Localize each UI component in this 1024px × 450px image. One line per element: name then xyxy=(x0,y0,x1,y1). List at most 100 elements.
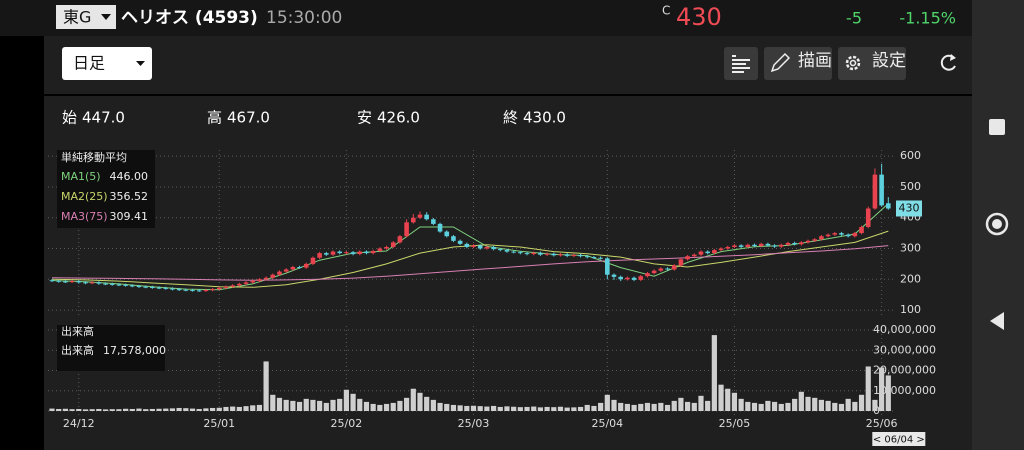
candle-body xyxy=(324,253,329,255)
volume-bar xyxy=(537,407,544,411)
nav-home[interactable] xyxy=(985,212,1009,236)
volume-bar xyxy=(490,405,497,411)
refresh-button[interactable] xyxy=(940,54,956,71)
period-select[interactable]: 日足 xyxy=(62,47,152,80)
candle-body xyxy=(778,244,784,247)
volume-bar xyxy=(457,405,463,411)
volume-bar xyxy=(116,409,122,411)
candle-body xyxy=(364,251,369,254)
volume-bar xyxy=(223,406,229,411)
candle-body xyxy=(558,254,563,256)
candle-body xyxy=(651,270,657,274)
candle-body xyxy=(752,244,757,247)
candle-body xyxy=(283,269,289,272)
candle-body xyxy=(598,257,603,259)
candle-body xyxy=(49,280,55,282)
candle-body xyxy=(785,242,791,245)
chart-panel xyxy=(44,36,972,450)
candle-body xyxy=(518,252,523,254)
candle-body xyxy=(845,234,851,237)
volume-bar xyxy=(143,409,149,411)
candle-body xyxy=(638,276,644,280)
volume-bar xyxy=(631,404,637,411)
volume-bar xyxy=(731,392,738,411)
period-box xyxy=(62,47,152,80)
candle-body xyxy=(631,277,637,280)
y-tick-label: 300 xyxy=(900,242,921,255)
volume-bar xyxy=(504,406,510,411)
nav-back[interactable] xyxy=(990,312,1004,330)
exchange: 東G xyxy=(63,8,91,27)
candle-body xyxy=(290,266,296,270)
refresh-arrow xyxy=(950,54,956,61)
volume-bar xyxy=(89,409,95,411)
ma-legend-name: MA1(5) xyxy=(61,170,101,183)
ma-legend-value: 446.00 xyxy=(110,170,149,183)
ohlc-row: 始 447.0 高 467.0 安 426.0 終 430.0 xyxy=(62,109,566,127)
list-icon xyxy=(732,55,750,73)
ma-legend-box xyxy=(57,150,155,228)
exchange-select[interactable]: 東G xyxy=(56,5,116,29)
volume-bar xyxy=(705,400,711,411)
candle-body xyxy=(257,279,262,281)
volume-bar xyxy=(303,398,309,411)
volume-bar xyxy=(785,402,791,411)
volume-bar xyxy=(885,375,891,411)
ohlc-label: 高 xyxy=(207,109,222,127)
candle-body xyxy=(109,283,115,285)
stock-name: ヘリオス (4593) xyxy=(121,8,258,28)
volume-bar xyxy=(404,397,410,411)
volume-bar xyxy=(417,392,423,411)
y-tick-label: 40,000,000 xyxy=(873,323,936,336)
candle-body xyxy=(384,246,389,249)
button-box xyxy=(838,47,906,80)
volume-bar xyxy=(470,405,477,411)
candle-body xyxy=(758,243,764,247)
candle-body xyxy=(417,214,423,218)
volume-bar xyxy=(397,400,403,411)
volume-bar xyxy=(658,402,664,411)
candle-body xyxy=(799,242,804,245)
volume-bar xyxy=(129,408,135,411)
ohlc-label: 安 xyxy=(357,109,372,127)
candle-body xyxy=(872,174,878,209)
ma-legend-value: 309.41 xyxy=(110,210,149,223)
volume-bar xyxy=(49,408,55,411)
candle-body xyxy=(497,249,503,251)
candle-body xyxy=(819,236,824,240)
x-tick-label: 25/02 xyxy=(331,417,363,430)
volume-bar xyxy=(638,403,644,411)
volume-bar xyxy=(76,408,82,411)
indicator-button[interactable] xyxy=(724,47,758,80)
x-tick-label: 25/01 xyxy=(203,417,235,430)
candle-body xyxy=(879,174,884,206)
volume-legend-title: 出来高 xyxy=(61,324,94,338)
volume-bar xyxy=(745,401,751,411)
nav-recent[interactable] xyxy=(989,119,1005,135)
candle-body xyxy=(270,274,276,278)
settings-button[interactable]: 設定 xyxy=(838,47,906,80)
volume-bar xyxy=(651,403,657,411)
candle-body xyxy=(317,253,322,258)
draw-button[interactable]: 描画 xyxy=(764,47,832,80)
volume-bar xyxy=(771,401,778,411)
volume-bar xyxy=(437,402,443,411)
volume-bar xyxy=(377,404,383,411)
candle-body xyxy=(531,252,537,255)
candle-body xyxy=(852,233,858,237)
volume-bar xyxy=(424,396,430,411)
candle-body xyxy=(665,268,670,270)
candle-body xyxy=(69,281,75,283)
candle-body xyxy=(712,250,717,254)
candle-body xyxy=(216,287,222,290)
volume-bar xyxy=(798,391,804,411)
draw-label: 描画 xyxy=(798,51,832,71)
ohlc-label: 終 xyxy=(503,109,518,127)
candle-body xyxy=(865,208,871,227)
volume-bar xyxy=(256,404,263,411)
candle-body xyxy=(691,254,697,257)
x-tick-label: 25/03 xyxy=(458,417,490,430)
volume-bar xyxy=(136,408,142,411)
candle-body xyxy=(297,266,302,268)
volume-bar xyxy=(557,406,564,411)
